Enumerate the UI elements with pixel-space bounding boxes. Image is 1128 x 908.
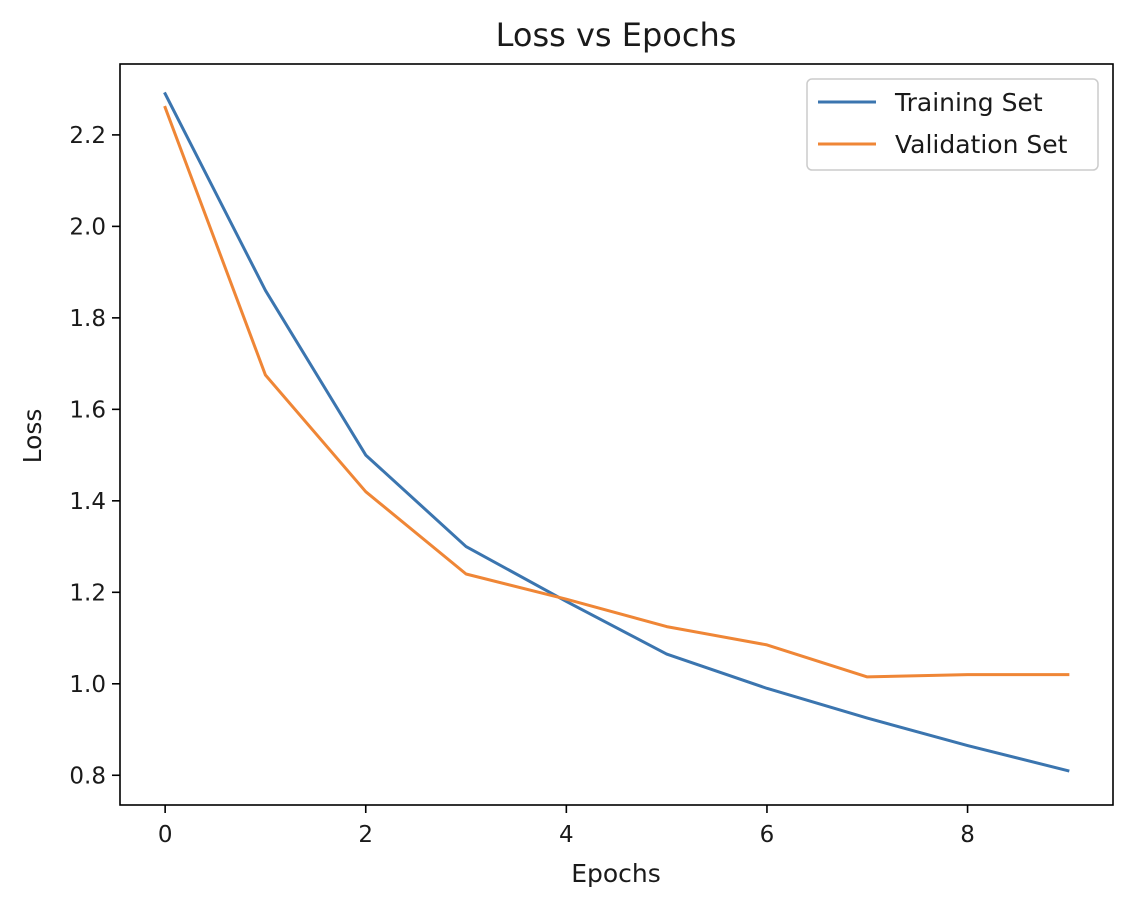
x-tick-label: 2: [358, 822, 373, 848]
legend-box: [806, 78, 1099, 171]
y-tick-label: 1.4: [69, 489, 106, 515]
x-axis-label: Epochs: [571, 859, 661, 888]
y-tick-label: 0.8: [69, 763, 106, 789]
x-tick-label: 8: [960, 822, 975, 848]
series-line-validation: [163, 105, 1070, 679]
axes-frame: [119, 63, 1114, 806]
legend: Training Set Validation Set: [806, 78, 1099, 171]
y-tick-label: 2.2: [69, 123, 106, 149]
series-line-training: [163, 91, 1070, 773]
y-axis: 0.8 1.0 1.2 1.4 1.6 1.8 2.0 2.2: [69, 123, 120, 789]
chart-title: Loss vs Epochs: [496, 16, 737, 54]
x-tick-label: 6: [760, 822, 775, 848]
x-tick-label: 0: [158, 822, 173, 848]
x-axis: 0 2 4 6 8: [158, 805, 975, 848]
y-tick-label: 1.8: [69, 306, 106, 332]
x-tick-label: 4: [559, 822, 574, 848]
legend-label-training: Training Set: [894, 88, 1043, 117]
y-tick-label: 1.2: [69, 580, 106, 606]
legend-label-validation: Validation Set: [895, 130, 1068, 159]
y-tick-label: 1.0: [69, 672, 106, 698]
y-tick-label: 1.6: [69, 397, 106, 423]
y-axis-label: Loss: [18, 409, 47, 464]
series-group: [163, 91, 1070, 773]
y-tick-label: 2.0: [69, 214, 106, 240]
